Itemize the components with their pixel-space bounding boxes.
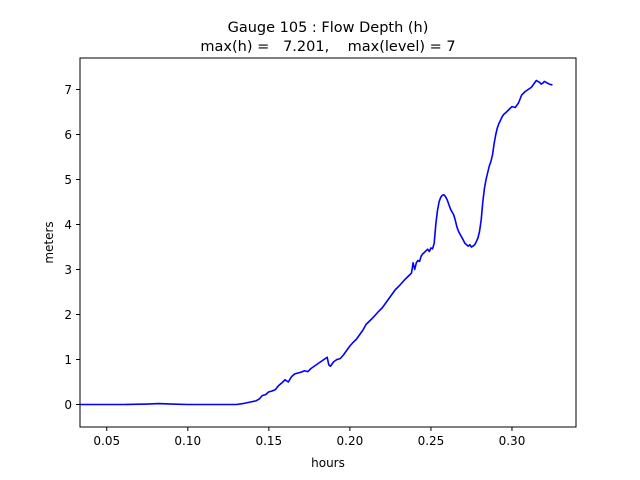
x-tick-label: 0.05: [93, 434, 120, 448]
y-tick-label: 1: [64, 353, 72, 367]
y-tick-label: 0: [64, 398, 72, 412]
x-tick-label: 0.20: [337, 434, 364, 448]
x-tick-label: 0.15: [255, 434, 282, 448]
y-axis: 0 1 2 3 4 5 6 7: [64, 83, 80, 412]
x-tick-label: 0.30: [499, 434, 526, 448]
y-tick-label: 5: [64, 173, 72, 187]
x-tick-label: 0.10: [174, 434, 201, 448]
x-axis-label: hours: [311, 456, 345, 470]
y-tick-label: 7: [64, 83, 72, 97]
y-tick-label: 3: [64, 263, 72, 277]
series-line-0: [80, 79, 553, 406]
y-axis-label: meters: [42, 221, 56, 263]
y-tick-label: 2: [64, 308, 72, 322]
chart-subtitle: max(h) = 7.201, max(level) = 7: [200, 39, 455, 55]
x-tick-label: 0.25: [418, 434, 445, 448]
chart-title: Gauge 105 : Flow Depth (h): [228, 20, 429, 36]
y-tick-label: 4: [64, 218, 72, 232]
y-tick-label: 6: [64, 128, 72, 142]
plot-area: [80, 79, 553, 406]
axes-frame: [79, 57, 577, 428]
x-axis: 0.05 0.10 0.15 0.20 0.25 0.30: [93, 427, 525, 448]
